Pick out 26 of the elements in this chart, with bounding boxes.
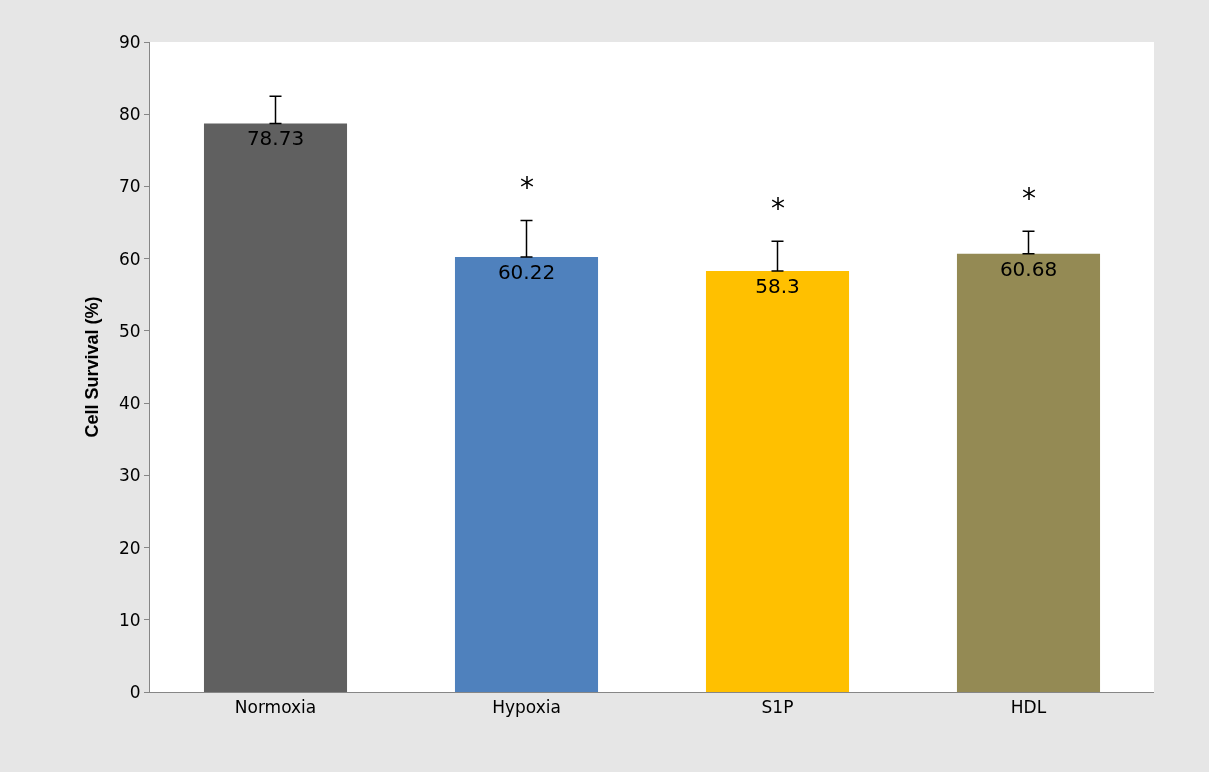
- y-axis-title: Cell Survival (%): [82, 296, 103, 438]
- y-tick-label: 40: [118, 393, 141, 414]
- x-tick-label: Normoxia: [234, 697, 317, 718]
- data-label: 60.22: [497, 260, 556, 285]
- bar: [203, 123, 348, 692]
- y-tick-label: 70: [118, 176, 141, 197]
- x-tick-label: S1P: [761, 697, 794, 718]
- x-tick-label: HDL: [1010, 697, 1047, 718]
- data-label: 78.73: [246, 126, 305, 151]
- annotation: *: [1022, 182, 1036, 215]
- x-tick-label: Hypoxia: [492, 697, 561, 718]
- data-label: 58.3: [755, 273, 800, 298]
- y-tick-label: 80: [118, 104, 141, 125]
- y-tick-label: 60: [118, 248, 141, 269]
- y-tick-label: 0: [129, 681, 141, 702]
- bar: [705, 270, 850, 692]
- y-tick-label: 50: [118, 320, 141, 341]
- bar: [454, 257, 599, 692]
- bar: [956, 253, 1101, 692]
- data-label: 60.68: [999, 256, 1058, 281]
- annotation: *: [771, 192, 785, 225]
- y-tick-label: 10: [118, 609, 141, 630]
- y-tick-label: 30: [118, 465, 141, 486]
- y-tick-label: 20: [118, 537, 141, 558]
- annotation: *: [520, 171, 534, 204]
- y-tick-label: 90: [118, 31, 141, 52]
